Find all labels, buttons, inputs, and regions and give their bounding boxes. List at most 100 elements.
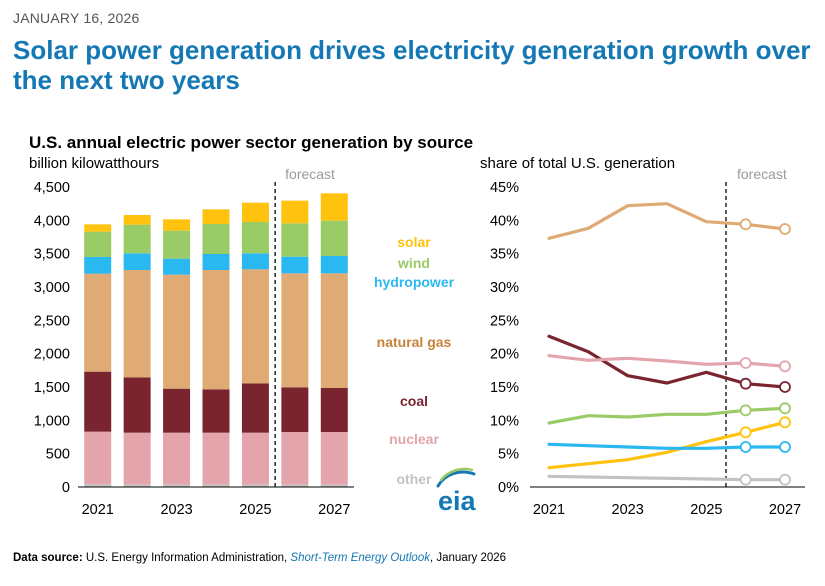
- chart-subtitle: U.S. annual electric power sector genera…: [29, 133, 474, 152]
- bar-segment-solar-2023: [163, 219, 191, 231]
- line-point-hydropower-2026: [739, 441, 752, 453]
- bar-y-tick-label: 1,000: [34, 413, 70, 429]
- bar-segment-hydropower-2022: [123, 253, 151, 270]
- bar-segment-coal-2022: [123, 377, 151, 433]
- bar-y-tick-label: 3,000: [34, 280, 70, 296]
- bar-segment-nuclear-2021: [84, 431, 112, 485]
- footer-label: Data source:: [13, 552, 83, 564]
- bar-segment-wind-2021: [84, 231, 112, 257]
- bar-y-tick-label: 2,500: [34, 313, 70, 329]
- bar-y-tick-label: 500: [46, 447, 70, 463]
- bar-y-tick-label: 4,000: [34, 213, 70, 229]
- line-point-other-2026: [739, 473, 752, 486]
- bar-segment-nuclear-2025: [241, 432, 269, 485]
- legend: solar wind hydropower natural gas coal n…: [374, 234, 455, 487]
- footer-date: , January 2026: [429, 552, 507, 564]
- line-y-tick-label: 45%: [490, 180, 519, 196]
- bar-segment-coal-2027: [320, 388, 348, 432]
- bar-segment-hydropower-2025: [241, 253, 269, 270]
- bar-segment-solar-2024: [202, 209, 230, 224]
- line-y-tick-label: 30%: [490, 280, 519, 296]
- bar-segment-nuclear-2026: [281, 432, 309, 485]
- bar-segment-hydropower-2026: [281, 256, 309, 274]
- legend-natural-gas: natural gas: [377, 334, 452, 350]
- bar-segment-coal-2024: [202, 389, 230, 433]
- legend-other: other: [397, 471, 433, 487]
- bar-segment-other-2023: [163, 484, 191, 487]
- bar-segment-hydropower-2024: [202, 254, 230, 270]
- bar-y-tick-label: 4,500: [34, 180, 70, 196]
- bar-forecast-label: forecast: [285, 166, 335, 182]
- bar-segment-natural-gas-2027: [320, 273, 348, 388]
- bar-y-tick-label: 3,500: [34, 247, 70, 263]
- left-axis-unit: billion kilowatthours: [29, 155, 160, 172]
- line-y-tick-label: 35%: [490, 247, 519, 263]
- bar-segment-other-2022: [123, 484, 151, 487]
- line-x-tick-label: 2025: [690, 502, 722, 518]
- bar-segment-other-2026: [281, 484, 309, 487]
- bar-segment-coal-2021: [84, 371, 112, 432]
- line-point-nuclear-2026: [739, 357, 752, 369]
- bar-segment-natural-gas-2024: [202, 270, 230, 390]
- bar-y-tick-label: 0: [62, 480, 70, 496]
- bar-segment-hydropower-2021: [84, 257, 112, 274]
- headline: Solar power generation drives electricit…: [13, 35, 811, 95]
- footer-source: Data source: U.S. Energy Information Adm…: [13, 552, 506, 564]
- legend-wind: wind: [397, 255, 430, 271]
- line-point-coal-2026: [739, 377, 752, 390]
- line-point-wind-2026: [739, 404, 752, 417]
- bar-segment-solar-2026: [281, 200, 309, 224]
- bar-segment-coal-2025: [241, 383, 269, 433]
- bar-chart-generation: 0 500 1,000 1,500 2,000 2,500 3,000 3,500 4,000 4…: [34, 166, 354, 518]
- footer-report-link[interactable]: Short-Term Energy Outlook: [290, 552, 430, 564]
- legend-nuclear: nuclear: [389, 431, 439, 447]
- bar-segment-coal-2026: [281, 387, 309, 432]
- line-x-tick-label: 2023: [612, 502, 644, 518]
- line-point-solar-2026: [739, 426, 752, 439]
- bar-segment-wind-2026: [281, 223, 309, 257]
- bar-segment-other-2027: [320, 484, 348, 487]
- bar-segment-solar-2022: [123, 215, 151, 225]
- line-y-tick-label: 25%: [490, 313, 519, 329]
- bar-segment-hydropower-2023: [163, 258, 191, 275]
- bar-x-tick-label: 2025: [239, 502, 271, 518]
- line-point-coal-2027: [779, 381, 791, 393]
- line-x-tick-label: 2021: [533, 502, 565, 518]
- bar-segment-wind-2023: [163, 230, 191, 259]
- bar-segment-wind-2025: [241, 222, 269, 254]
- report-date: JANUARY 16, 2026: [13, 10, 140, 26]
- line-y-tick-label: 20%: [490, 347, 519, 363]
- bar-segment-other-2025: [241, 484, 269, 487]
- line-forecast-label: forecast: [737, 166, 787, 182]
- bar-segment-natural-gas-2026: [281, 273, 309, 388]
- bar-segment-nuclear-2024: [202, 432, 230, 485]
- line-point-other-2027: [779, 473, 791, 486]
- legend-solar: solar: [397, 234, 431, 250]
- eia-logo: eia: [436, 467, 477, 516]
- bar-x-tick-label: 2027: [318, 502, 350, 518]
- bar-segment-natural-gas-2023: [163, 274, 191, 389]
- bar-segment-natural-gas-2021: [84, 273, 112, 372]
- eia-logo-text: eia: [438, 486, 477, 516]
- line-point-nuclear-2027: [779, 360, 791, 373]
- bar-segment-wind-2024: [202, 224, 230, 254]
- bar-segment-natural-gas-2022: [123, 270, 151, 378]
- line-y-tick-label: 10%: [490, 413, 519, 429]
- bar-segment-solar-2027: [320, 193, 348, 221]
- line-chart-share: 0% 5% 10% 15% 20% 25% 30% 35% 40% 45% 2021 2023 2025…: [490, 166, 805, 518]
- bar-segment-solar-2021: [84, 224, 112, 232]
- line-y-tick-label: 15%: [490, 380, 519, 396]
- line-y-tick-label: 40%: [490, 213, 519, 229]
- bar-segment-nuclear-2022: [123, 432, 151, 485]
- bar-x-tick-label: 2021: [82, 502, 114, 518]
- bar-y-tick-label: 2,000: [34, 347, 70, 363]
- bar-x-tick-label: 2023: [160, 502, 192, 518]
- line-point-natural-gas-2026: [739, 218, 752, 231]
- line-y-tick-label: 0%: [498, 480, 519, 496]
- line-point-hydropower-2027: [779, 441, 791, 453]
- bar-segment-other-2024: [202, 484, 230, 487]
- bar-y-tick-label: 1,500: [34, 380, 70, 396]
- line-point-natural-gas-2027: [779, 223, 791, 235]
- bar-segment-nuclear-2027: [320, 432, 348, 485]
